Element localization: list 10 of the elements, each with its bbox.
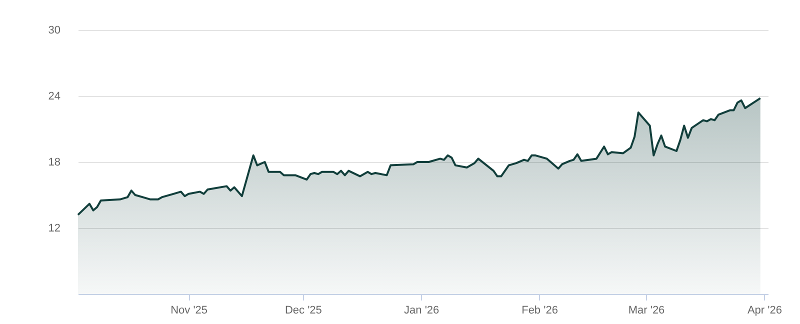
x-tick-label: Feb '26 [522, 304, 558, 316]
x-tick-label: Dec '25 [284, 304, 322, 316]
y-tick-label: 30 [48, 24, 60, 36]
x-tick-label: Jan '26 [404, 304, 440, 316]
y-tick-label: 24 [48, 90, 60, 102]
x-tick-label: Mar '26 [628, 304, 665, 316]
y-tick-label: 18 [48, 156, 60, 168]
y-tick-label: 12 [48, 222, 60, 234]
x-tick-label: Nov '25 [170, 304, 208, 316]
x-tick-label: Apr '26 [747, 304, 782, 316]
